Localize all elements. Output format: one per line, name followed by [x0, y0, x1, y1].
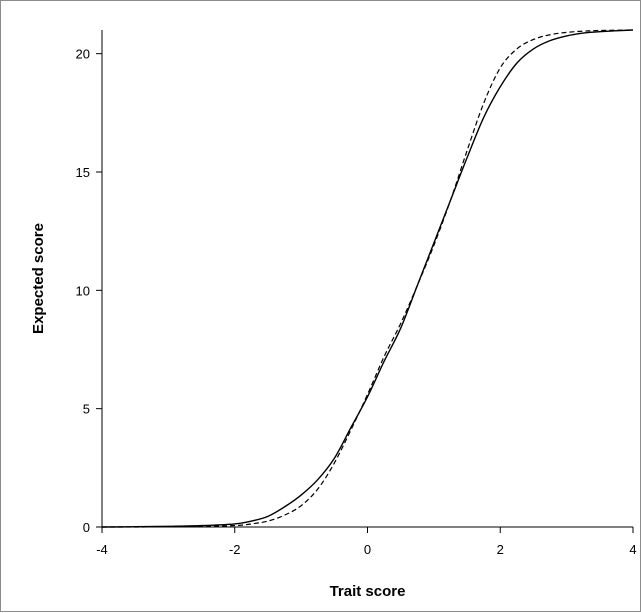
x-tick-label: 4 [629, 542, 636, 557]
x-tick-label: -4 [96, 542, 108, 557]
x-axis-label: Trait score [330, 583, 406, 600]
series-lines [101, 29, 634, 528]
y-tick-label: 5 [83, 402, 90, 417]
series-line-dashed [101, 29, 634, 528]
axes [101, 30, 633, 528]
x-tick-label: 2 [497, 542, 504, 557]
x-tick-label: 0 [364, 542, 371, 557]
series-line-solid [101, 29, 634, 528]
ticks: -4 -2 0 2 4 0 5 10 15 20 [76, 47, 637, 557]
y-tick-label: 10 [76, 283, 90, 298]
y-axis-label: Expected score [30, 223, 47, 334]
x-tick-label: -2 [229, 542, 241, 557]
y-tick-label: 20 [76, 47, 90, 62]
y-tick-label: 15 [76, 165, 90, 180]
y-tick-label: 0 [83, 520, 90, 535]
